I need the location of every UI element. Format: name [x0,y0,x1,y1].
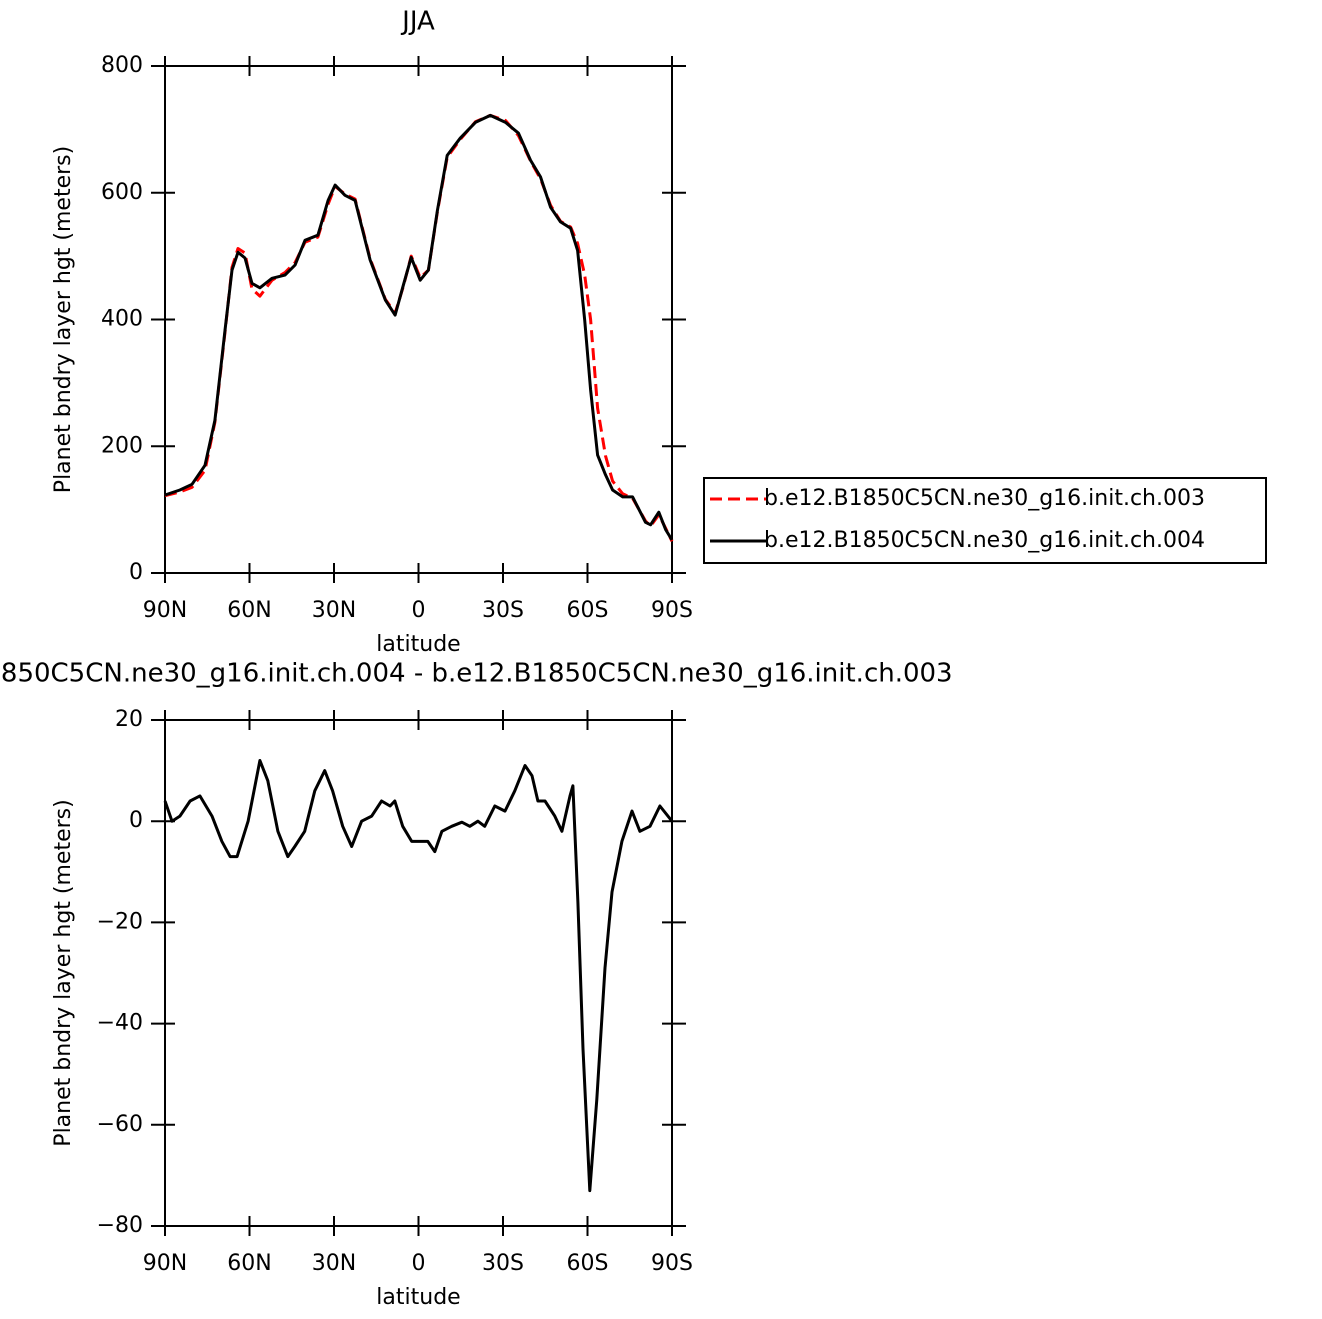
data-line [164,113,674,542]
y-tick-label: −80 [97,1213,143,1238]
chart-title: b.e12.B1850C5CN.ne30_g16.init.ch.004 - b… [0,659,953,689]
y-tick-label: 0 [129,808,143,833]
y-tick-label: 0 [129,560,143,585]
x-axis-label: latitude [376,1285,460,1310]
plot-frame [164,719,673,1227]
x-tick-label: 90S [651,598,693,623]
x-tick-label: 90S [651,1251,693,1276]
x-tick-label: 30S [482,598,524,623]
x-tick-label: 60N [227,1251,271,1276]
data-line [163,759,674,1193]
x-axis-label: latitude [376,632,460,657]
y-tick-label: −40 [97,1011,143,1036]
chart-title: JJA [400,7,435,37]
y-tick-label: −60 [97,1112,143,1137]
x-tick-label: 0 [412,598,426,623]
y-tick-label: −20 [97,909,143,934]
y-axis-label: Planet bndry layer hgt (meters) [51,146,76,493]
x-tick-label: 90N [143,598,187,623]
x-tick-label: 60S [567,1251,609,1276]
y-axis-label: Planet bndry layer hgt (meters) [51,799,76,1146]
x-tick-label: 30N [312,1251,356,1276]
y-tick-label: 600 [101,180,143,205]
x-tick-label: 30S [482,1251,524,1276]
y-tick-label: 800 [101,53,143,78]
legend-box [703,477,1267,564]
x-tick-label: 30N [312,598,356,623]
x-tick-label: 60S [567,598,609,623]
plot-frame [164,65,673,574]
data-line [164,113,674,541]
y-tick-label: 400 [101,307,143,332]
legend-label: b.e12.B1850C5CN.ne30_g16.init.ch.004 [764,528,1205,553]
x-tick-label: 60N [227,598,271,623]
legend-label: b.e12.B1850C5CN.ne30_g16.init.ch.003 [764,486,1205,511]
x-tick-label: 90N [143,1251,187,1276]
x-tick-label: 0 [412,1251,426,1276]
y-tick-label: 200 [101,433,143,458]
y-tick-label: 20 [115,707,143,732]
